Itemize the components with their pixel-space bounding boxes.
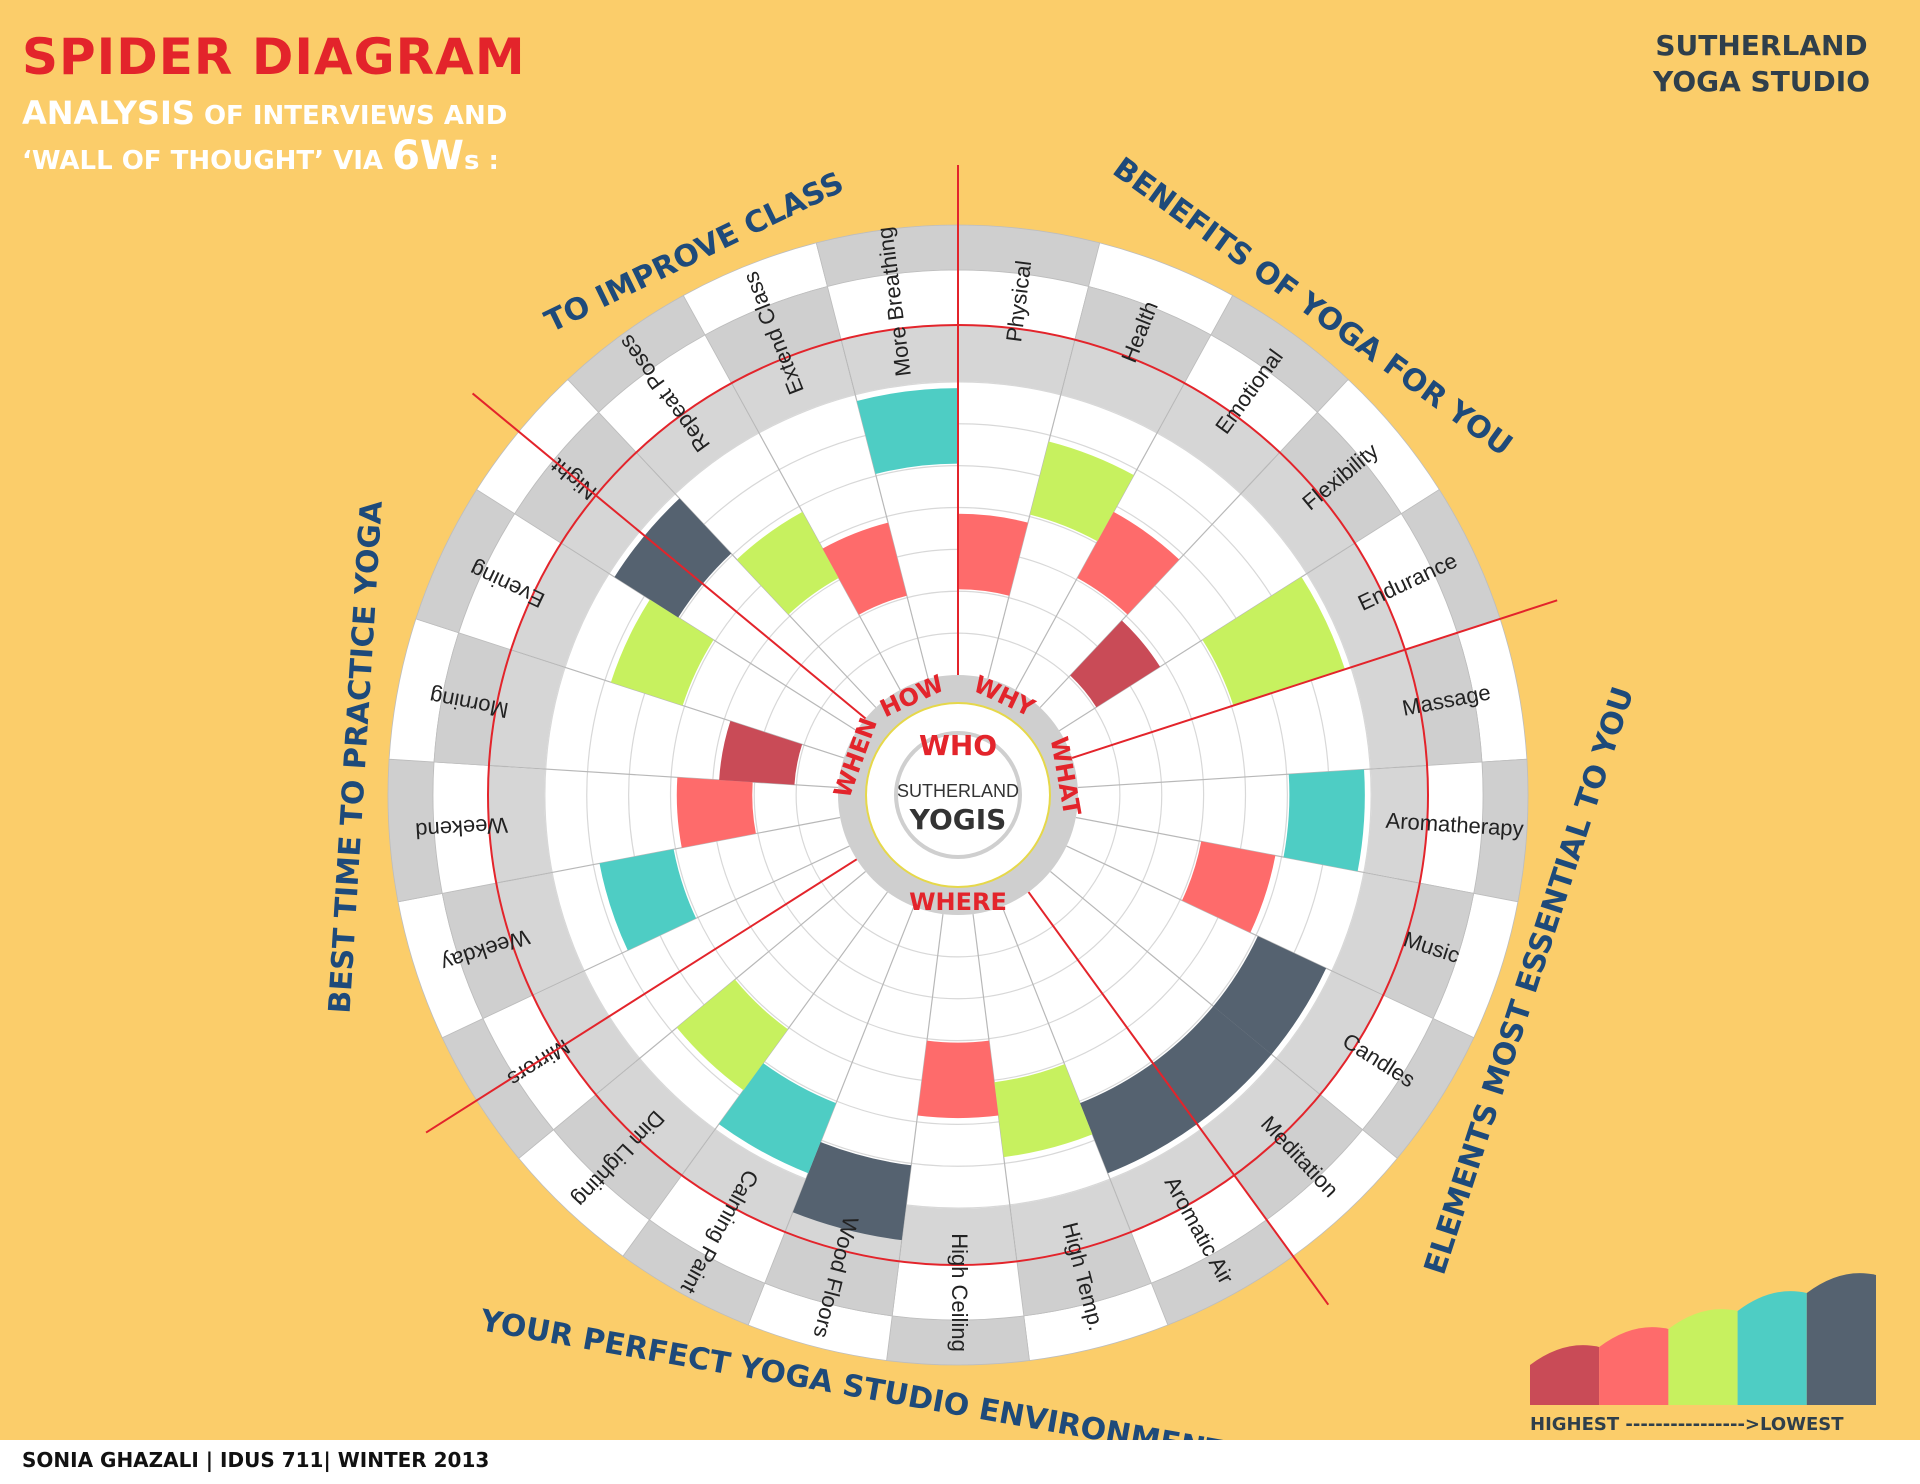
subtitle-rest: OF INTERVIEWS AND [194, 101, 508, 131]
data-block-flexibility [1070, 620, 1161, 708]
subtitle-line2: ‘WALL OF THOUGHT’ VIA [22, 146, 393, 177]
data-block-wood-floors [792, 1142, 912, 1241]
footer: SONIA GHAZALI | IDUS 711| WINTER 2013 [0, 1440, 1920, 1484]
section-title: BEST TIME TO PRACTICE YOGA [323, 499, 390, 1015]
data-block-aromatherapy [1283, 769, 1365, 872]
grid-spoke [488, 764, 839, 789]
subtitle-6w: 6W [392, 133, 465, 180]
grid-spoke [1039, 451, 1281, 708]
data-block-morning [719, 721, 803, 785]
subtitle-end: s : [464, 146, 499, 177]
data-block-repeat-poses [736, 511, 839, 615]
grid-spoke [1077, 764, 1428, 789]
page-subtitle: ANALYSIS OF INTERVIEWS AND ‘WALL OF THOU… [22, 94, 507, 180]
legend-label: HIGHEST ---------------->LOWEST [1530, 1414, 1844, 1435]
section-divider [425, 858, 858, 1134]
legend-segment [1668, 1309, 1738, 1405]
grid-spoke [731, 382, 901, 691]
grid-spoke [840, 339, 929, 679]
studio-line2: YOGA STUDIO [1653, 65, 1870, 99]
grid-spoke [1075, 816, 1420, 884]
section-divider [1071, 599, 1558, 759]
center-line2: YOGIS [909, 803, 1007, 836]
grid-spoke [595, 871, 866, 1096]
subtitle-analysis: ANALYSIS [22, 94, 195, 132]
section-divider [471, 392, 867, 720]
legend-segment [1530, 1345, 1600, 1405]
data-block-high-ceiling [917, 1040, 999, 1119]
item-label: High Ceiling [947, 1233, 972, 1352]
center-line1: SUTHERLAND [897, 781, 1019, 801]
data-block-dim-lighting [676, 979, 788, 1091]
center-ring-word: WHERE [909, 888, 1007, 916]
data-block-meditation [1152, 1006, 1272, 1125]
data-block-aromatic-air [1079, 1063, 1198, 1174]
section-divider [1027, 891, 1330, 1306]
item-label: Weekend [415, 813, 509, 844]
data-block-evening [610, 599, 714, 706]
data-block-high-temp- [994, 1064, 1093, 1158]
legend-segment [1599, 1327, 1669, 1405]
data-block-more-breathing [856, 388, 958, 475]
studio-name: SUTHERLAND YOGA STUDIO [1653, 28, 1870, 101]
page-title: SPIDER DIAGRAM [22, 28, 526, 86]
legend-segment [1806, 1273, 1876, 1405]
data-block-health [1029, 441, 1134, 542]
data-block-weekday [599, 849, 697, 951]
data-block-music [1182, 841, 1276, 933]
data-block-emotional [1077, 511, 1180, 615]
grid-spoke [496, 816, 841, 884]
studio-line1: SUTHERLAND [1655, 29, 1868, 62]
center-who: WHO [919, 729, 997, 762]
data-block-extend-class [822, 522, 907, 615]
legend-segment [1737, 1291, 1807, 1405]
data-block-endurance [1202, 577, 1345, 706]
data-block-weekend [676, 777, 756, 848]
data-block-physical [958, 513, 1028, 596]
data-block-candles [1213, 936, 1327, 1055]
grid-spoke [1050, 871, 1321, 1096]
footer-credit: SONIA GHAZALI | IDUS 711| WINTER 2013 [22, 1448, 490, 1472]
data-block-calming-paint [718, 1063, 837, 1174]
center-core [894, 731, 1022, 859]
